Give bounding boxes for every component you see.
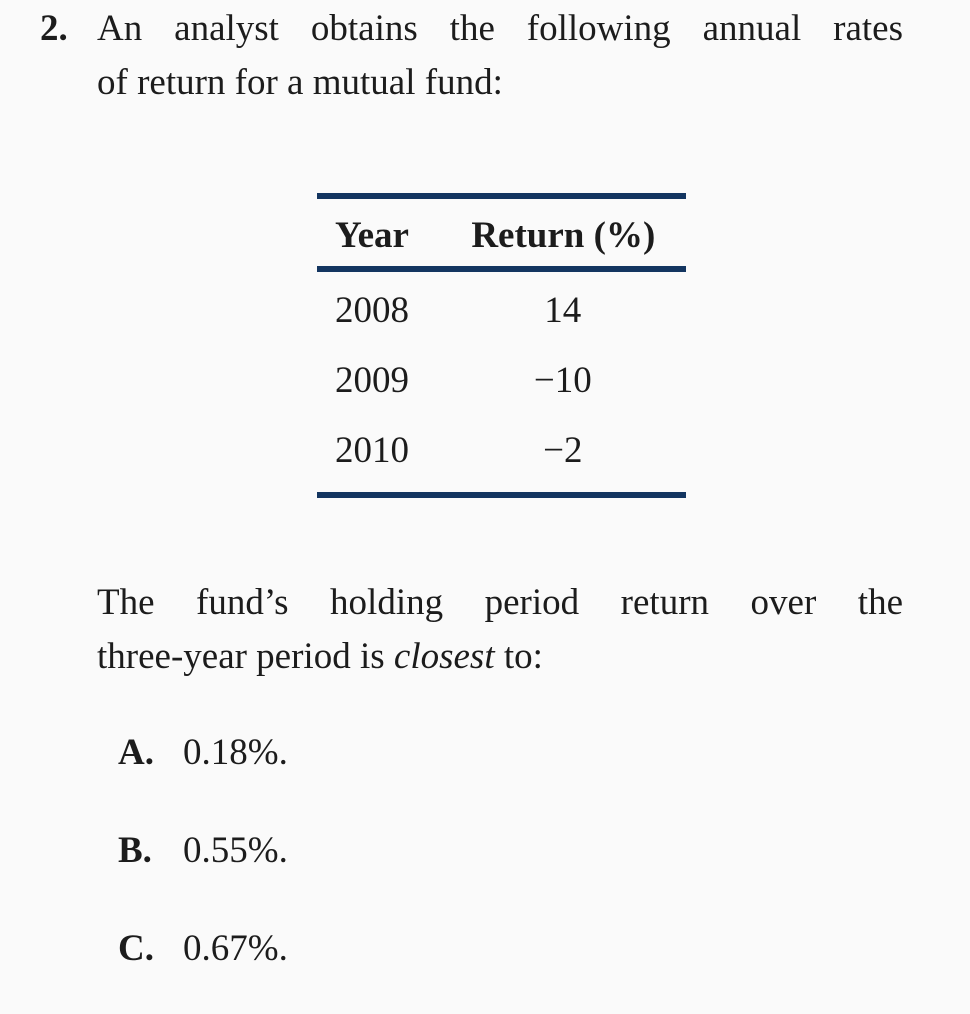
returns-table: Year Return (%) 2008 14 2009 −10 2010 −2 [317, 193, 686, 498]
stem-line-2: three-year period is closest to: [97, 630, 903, 684]
option-b-value: 0.55%. [183, 830, 288, 871]
table-row: 2010 −2 [317, 416, 686, 495]
question-stem: The fund’s holding period return over th… [0, 576, 970, 684]
stem-line-1: The fund’s holding period return over th… [97, 582, 903, 623]
stem-emphasis: closest [393, 636, 495, 677]
option-c-value: 0.67%. [183, 928, 288, 969]
option-b: B. 0.55%. [0, 824, 970, 878]
answer-options: A. 0.18%. B. 0.55%. C. 0.67%. [0, 726, 970, 976]
stem-line-2-pre: three-year period is [97, 636, 394, 677]
table-row: 2009 −10 [317, 346, 686, 416]
option-c-label: C. [118, 928, 154, 969]
option-b-label: B. [118, 830, 152, 871]
returns-table-wrapper: Year Return (%) 2008 14 2009 −10 2010 −2 [317, 193, 686, 498]
option-a-value: 0.18%. [183, 732, 288, 773]
stem-line-2-post: to: [494, 636, 543, 677]
return-cell: −10 [533, 360, 592, 401]
year-cell: 2010 [335, 430, 409, 471]
option-a: A. 0.18%. [0, 726, 970, 780]
return-cell: −2 [543, 430, 583, 471]
question-text-line-1: An analyst obtains the following annual … [97, 8, 903, 49]
question-block: 2. An analyst obtains the following annu… [0, 0, 970, 110]
table-row: 2008 14 [317, 269, 686, 346]
option-c: C. 0.67%. [0, 922, 970, 976]
year-cell: 2009 [335, 360, 409, 401]
option-a-label: A. [118, 732, 154, 773]
table-header-return: Return (%) [440, 196, 686, 272]
return-cell: 14 [544, 290, 582, 331]
question-number: 2. [40, 8, 68, 49]
table-header-year: Year [317, 196, 441, 272]
returns-table-header: Year Return (%) [317, 196, 686, 272]
question-text-line-2: of return for a mutual fund: [97, 62, 503, 103]
year-cell: 2008 [335, 290, 409, 331]
